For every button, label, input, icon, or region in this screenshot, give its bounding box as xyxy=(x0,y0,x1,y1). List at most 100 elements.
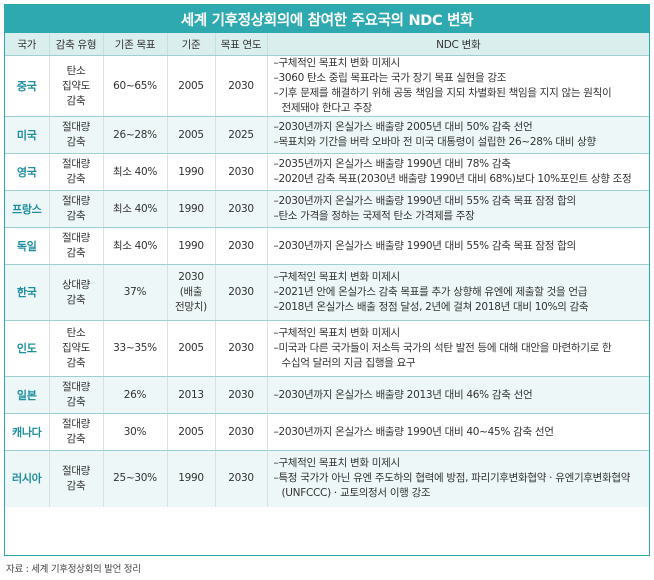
reduction-type-cell: 탄소 집약도 감축 xyxy=(49,55,104,117)
source-note: 자료 : 세계 기후정상회의 발언 정리 xyxy=(6,564,141,575)
base-year-cell: 1990 xyxy=(167,450,216,507)
country-cell: 미국 xyxy=(5,116,50,154)
ndc-change-cell: –2030년까지 온실가스 배출량 2013년 대비 46% 감축 선언 xyxy=(267,376,649,414)
ndc-line: –3060 탄소 중립 목표라는 국가 장기 목표 실현을 강조 xyxy=(273,72,507,84)
previous-target-cell: 26% xyxy=(103,376,168,414)
base-year-cell: 2005 xyxy=(167,413,216,451)
country-cell: 한국 xyxy=(5,264,50,321)
base-year-cell: 2005 xyxy=(167,320,216,377)
table-row: 미국 절대량 감축 26~28% 2005 2025 –2030년까지 온실가스 배출량 … xyxy=(5,116,649,154)
table-row: 한국 상대량 감축 37% 2030 (배출 전망치) 2030 –구체적인 목표치 변화… xyxy=(5,264,649,321)
target-year-cell: 2030 xyxy=(215,227,268,265)
target-year-cell: 2030 xyxy=(215,264,268,321)
ndc-line: (UNFCCC) · 교토의정서 이행 강조 xyxy=(281,487,431,500)
target-year-cell: 2030 xyxy=(215,450,268,507)
previous-target-cell: 최소 40% xyxy=(103,227,168,265)
country-cell: 중국 xyxy=(5,55,50,117)
previous-target-cell: 33~35% xyxy=(103,320,168,377)
ndc-change-cell: –구체적인 목표치 변화 미제시 –3060 탄소 중립 목표라는 국가 장기 목… xyxy=(267,55,649,117)
reduction-type-cell: 절대량 감축 xyxy=(49,376,104,414)
ndc-line: –2030년까지 온실가스 배출량 1990년 대비 55% 감축 목표 잠정 … xyxy=(273,239,577,252)
ndc-line: –미국과 다른 국가들이 저소득 국가의 석탄 발전 등에 대해 대안을 마련하… xyxy=(273,342,612,354)
header-base: 기준 xyxy=(167,33,216,56)
reduction-type-cell: 절대량 감축 xyxy=(49,227,104,265)
base-year-cell: 2013 xyxy=(167,376,216,414)
country-cell: 일본 xyxy=(5,376,50,414)
ndc-line: –구체적인 목표치 변화 미제시 xyxy=(273,457,401,470)
ndc-line: –구체적인 목표치 변화 미제시 xyxy=(273,57,401,69)
table-row: 독일 절대량 감축 최소 40% 1990 2030 –2030년까지 온실가스 배출량 … xyxy=(5,227,649,265)
table-row: 인도 탄소 집약도 감축 33~35% 2005 2030 –구체적인 목표치 변화 미제… xyxy=(5,320,649,377)
country-cell: 프랑스 xyxy=(5,190,50,228)
header-type: 감축 유형 xyxy=(49,33,104,56)
infographic-frame: 세계 기후정상회의에 참여한 주요국의 NDC 변화 국가 감축 유형 기존 목… xyxy=(4,4,650,556)
base-year-cell: 2005 xyxy=(167,55,216,117)
ndc-line: –2030년까지 온실가스 배출량 1990년 대비 40~45% 감축 선언 xyxy=(273,425,554,438)
base-year-cell: 2005 xyxy=(167,116,216,154)
base-year-cell: 1990 xyxy=(167,153,216,191)
ndc-change-cell: –구체적인 목표치 변화 미제시 –2021년 안에 온실가스 감축 목표를 추가… xyxy=(267,264,649,321)
target-year-cell: 2030 xyxy=(215,55,268,117)
ndc-change-cell: –구체적인 목표치 변화 미제시 –미국과 다른 국가들이 저소득 국가의 석탄 … xyxy=(267,320,649,377)
target-year-cell: 2030 xyxy=(215,153,268,191)
previous-target-cell: 60~65% xyxy=(103,55,168,117)
ndc-table: 국가 감축 유형 기존 목표 기준 목표 연도 NDC 변화 중국 탄소 집약도 … xyxy=(5,33,649,507)
header-ndc: NDC 변화 xyxy=(267,33,649,56)
ndc-line: –2030년까지 온실가스 배출량 2013년 대비 46% 감축 선언 xyxy=(273,388,533,401)
ndc-line: –특정 국가가 아닌 유엔 주도하의 협력에 방점, 파리기후변화협약 · 유엔… xyxy=(273,472,631,485)
reduction-type-cell: 절대량 감축 xyxy=(49,190,104,228)
table-header-row: 국가 감축 유형 기존 목표 기준 목표 연도 NDC 변화 xyxy=(5,33,649,56)
previous-target-cell: 30% xyxy=(103,413,168,451)
ndc-line: –탄소 가격을 정하는 국제적 탄소 가격제를 주장 xyxy=(273,210,475,222)
table-row: 러시아 절대량 감축 25~30% 1990 2030 –구체적인 목표치 변화 미제시 –… xyxy=(5,450,649,507)
ndc-line: –목표치와 기간을 버락 오바마 전 미국 대통령이 설립한 26~28% 대비… xyxy=(273,136,597,148)
ndc-line: 수십억 달러의 지금 집행을 요구 xyxy=(281,357,416,369)
ndc-change-cell: –2035년까지 온실가스 배출량 1990년 대비 78% 감축 –2020년 … xyxy=(267,153,649,191)
previous-target-cell: 최소 40% xyxy=(103,190,168,228)
previous-target-cell: 25~30% xyxy=(103,450,168,507)
table-row: 캐나다 절대량 감축 30% 2005 2030 –2030년까지 온실가스 배출량 19… xyxy=(5,413,649,451)
previous-target-cell: 37% xyxy=(103,264,168,321)
target-year-cell: 2030 xyxy=(215,320,268,377)
target-year-cell: 2030 xyxy=(215,413,268,451)
table-row: 일본 절대량 감축 26% 2013 2030 –2030년까지 온실가스 배출량 201… xyxy=(5,376,649,414)
header-country: 국가 xyxy=(5,33,50,56)
previous-target-cell: 최소 40% xyxy=(103,153,168,191)
ndc-line: –2035년까지 온실가스 배출량 1990년 대비 78% 감축 xyxy=(273,158,511,170)
ndc-change-cell: –2030년까지 온실가스 배출량 1990년 대비 55% 감축 목표 잠정 … xyxy=(267,190,649,228)
base-year-cell: 2030 (배출 전망치) xyxy=(167,264,216,321)
reduction-type-cell: 탄소 집약도 감축 xyxy=(49,320,104,377)
country-cell: 캐나다 xyxy=(5,413,50,451)
base-year-cell: 1990 xyxy=(167,227,216,265)
ndc-change-cell: –구체적인 목표치 변화 미제시 –특정 국가가 아닌 유엔 주도하의 협력에 방… xyxy=(267,450,649,507)
ndc-line: –2018년 온실가스 배출 정점 달성, 2년에 걸쳐 2018년 대비 10… xyxy=(273,301,589,313)
ndc-line: –2030년까지 온실가스 배출량 2005년 대비 50% 감축 선언 xyxy=(273,121,533,133)
target-year-cell: 2030 xyxy=(215,190,268,228)
country-cell: 러시아 xyxy=(5,450,50,507)
header-target-year: 목표 연도 xyxy=(215,33,268,56)
table-row: 영국 절대량 감축 최소 40% 1990 2030 –2035년까지 온실가스 배출량 … xyxy=(5,153,649,191)
ndc-line: –2021년 안에 온실가스 감축 목표를 추가 상향해 유엔에 제출할 것을 … xyxy=(273,286,588,298)
ndc-line: –2020년 감축 목표(2030년 배출량 1990년 대비 68%)보다 1… xyxy=(273,173,632,185)
header-prev-target: 기존 목표 xyxy=(103,33,168,56)
reduction-type-cell: 절대량 감축 xyxy=(49,153,104,191)
base-year-cell: 1990 xyxy=(167,190,216,228)
ndc-line: –2030년까지 온실가스 배출량 1990년 대비 55% 감축 목표 잠정 … xyxy=(273,195,577,207)
ndc-change-cell: –2030년까지 온실가스 배출량 1990년 대비 40~45% 감축 선언 xyxy=(267,413,649,451)
country-cell: 독일 xyxy=(5,227,50,265)
ndc-change-cell: –2030년까지 온실가스 배출량 1990년 대비 55% 감축 목표 잠정 … xyxy=(267,227,649,265)
table-row: 프랑스 절대량 감축 최소 40% 1990 2030 –2030년까지 온실가스 배출량… xyxy=(5,190,649,228)
country-cell: 인도 xyxy=(5,320,50,377)
ndc-line: –기후 문제를 해결하기 위해 공동 책임을 지되 차별화된 책임을 지지 않는… xyxy=(273,87,612,99)
page-title: 세계 기후정상회의에 참여한 주요국의 NDC 변화 xyxy=(5,5,649,33)
previous-target-cell: 26~28% xyxy=(103,116,168,154)
country-cell: 영국 xyxy=(5,153,50,191)
ndc-change-cell: –2030년까지 온실가스 배출량 2005년 대비 50% 감축 선언 –목표치… xyxy=(267,116,649,154)
target-year-cell: 2025 xyxy=(215,116,268,154)
table-row: 중국 탄소 집약도 감축 60~65% 2005 2030 –구체적인 목표치 변화 미제… xyxy=(5,55,649,117)
target-year-cell: 2030 xyxy=(215,376,268,414)
ndc-line: –구체적인 목표치 변화 미제시 xyxy=(273,271,401,283)
reduction-type-cell: 상대량 감축 xyxy=(49,264,104,321)
ndc-line: 전제돼야 한다고 주장 xyxy=(281,102,373,114)
reduction-type-cell: 절대량 감축 xyxy=(49,413,104,451)
